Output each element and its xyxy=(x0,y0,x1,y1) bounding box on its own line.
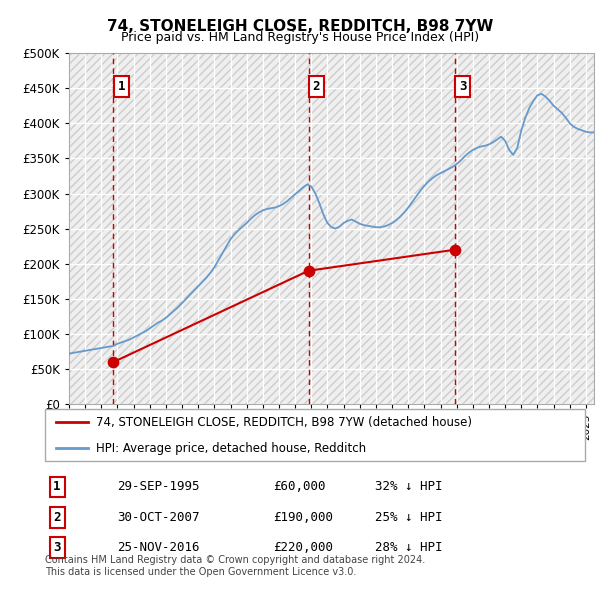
Text: 74, STONELEIGH CLOSE, REDDITCH, B98 7YW: 74, STONELEIGH CLOSE, REDDITCH, B98 7YW xyxy=(107,19,493,34)
Text: 3: 3 xyxy=(53,541,61,554)
FancyBboxPatch shape xyxy=(45,409,585,461)
Text: £190,000: £190,000 xyxy=(273,511,333,524)
Text: £220,000: £220,000 xyxy=(273,541,333,554)
Point xyxy=(304,266,313,276)
Text: 1: 1 xyxy=(53,480,61,493)
Text: £60,000: £60,000 xyxy=(273,480,325,493)
Text: 25% ↓ HPI: 25% ↓ HPI xyxy=(375,511,443,524)
Text: Price paid vs. HM Land Registry's House Price Index (HPI): Price paid vs. HM Land Registry's House … xyxy=(121,31,479,44)
Text: 28% ↓ HPI: 28% ↓ HPI xyxy=(375,541,443,554)
Text: HPI: Average price, detached house, Redditch: HPI: Average price, detached house, Redd… xyxy=(96,442,367,455)
Text: 25-NOV-2016: 25-NOV-2016 xyxy=(117,541,199,554)
Point xyxy=(450,245,460,254)
Text: 30-OCT-2007: 30-OCT-2007 xyxy=(117,511,199,524)
Text: 2: 2 xyxy=(53,511,61,524)
Text: 3: 3 xyxy=(459,80,467,93)
Point xyxy=(109,358,118,367)
Text: 29-SEP-1995: 29-SEP-1995 xyxy=(117,480,199,493)
Text: 32% ↓ HPI: 32% ↓ HPI xyxy=(375,480,443,493)
Text: Contains HM Land Registry data © Crown copyright and database right 2024.
This d: Contains HM Land Registry data © Crown c… xyxy=(45,555,425,577)
Text: 1: 1 xyxy=(118,80,125,93)
Text: 2: 2 xyxy=(313,80,320,93)
Text: 74, STONELEIGH CLOSE, REDDITCH, B98 7YW (detached house): 74, STONELEIGH CLOSE, REDDITCH, B98 7YW … xyxy=(96,416,472,429)
